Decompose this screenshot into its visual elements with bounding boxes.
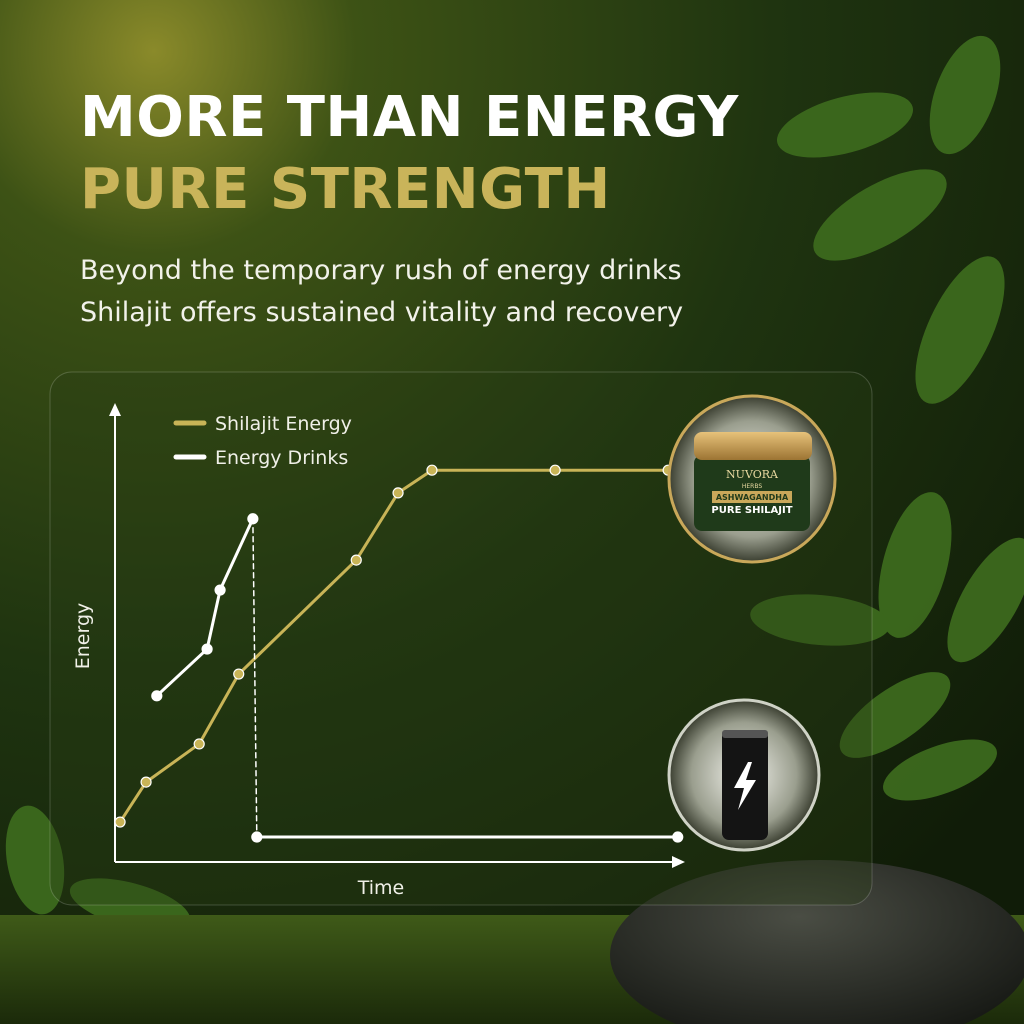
energy-can: [722, 730, 768, 840]
rock: [610, 860, 1024, 1024]
plot: [114, 464, 684, 843]
product-band: ASHWAGANDHA: [716, 493, 789, 502]
data-point: [114, 816, 126, 828]
line-segment: [354, 491, 400, 562]
data-point: [426, 464, 438, 476]
line-segment: [252, 518, 258, 838]
legend-label: Shilajit Energy: [215, 413, 352, 435]
line-segment: [144, 742, 201, 784]
line-segment: [118, 780, 148, 824]
brand-sub: HERBS: [742, 483, 762, 490]
y-axis-label: Energy: [72, 603, 94, 670]
data-point: [140, 776, 152, 788]
data-point: [201, 643, 213, 655]
subtitle: Shilajit offers sustained vitality and r…: [80, 297, 683, 328]
axes: [109, 403, 685, 868]
line-segment: [218, 517, 255, 592]
line-segment: [396, 468, 434, 495]
product-name: PURE SHILAJIT: [711, 505, 792, 516]
data-point: [247, 513, 259, 525]
line-segment: [155, 647, 209, 698]
title: MORE THAN ENERGY: [80, 85, 740, 150]
product-jar: NUVORA HERBS ASHWAGANDHA PURE SHILAJIT: [694, 432, 812, 531]
legend-label: Energy Drinks: [215, 447, 348, 469]
data-point: [151, 690, 163, 702]
data-point: [251, 831, 263, 843]
x-axis-label: Time: [357, 877, 405, 899]
data-point: [193, 738, 205, 750]
data-point: [350, 554, 362, 566]
legend: Shilajit Energy Energy Drinks: [173, 413, 352, 469]
data-point: [392, 487, 404, 499]
brand: NUVORA: [726, 468, 779, 481]
line-segment: [205, 588, 222, 651]
line-segment: [197, 672, 241, 746]
data-point: [214, 584, 226, 596]
line-segment: [237, 558, 358, 676]
data-point: [233, 668, 245, 680]
data-point: [672, 831, 684, 843]
highlight: PURE STRENGTH: [80, 157, 611, 222]
subtitle: Beyond the temporary rush of energy drin…: [80, 255, 682, 286]
data-point: [549, 464, 561, 476]
